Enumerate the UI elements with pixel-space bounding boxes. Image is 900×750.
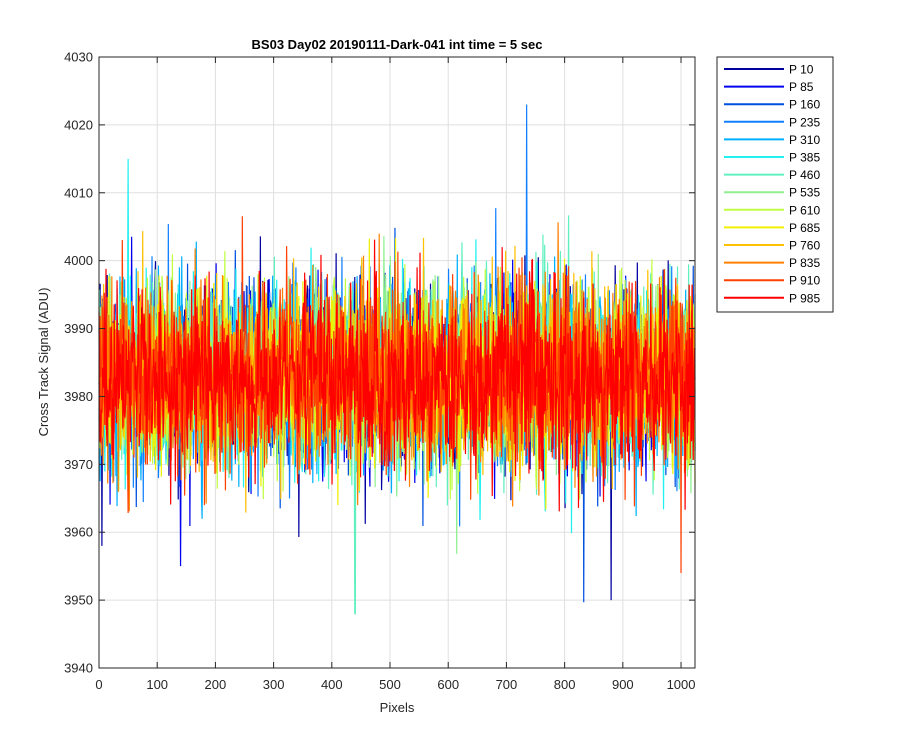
- legend-label: P 985: [789, 291, 820, 305]
- legend-label: P 85: [789, 80, 814, 94]
- legend-label: P 310: [789, 133, 820, 147]
- x-tick-label: 600: [437, 677, 459, 692]
- legend-label: P 160: [789, 98, 820, 112]
- legend-label: P 610: [789, 203, 820, 217]
- series-line-p-985: [98, 239, 696, 512]
- x-tick-label: 100: [146, 677, 168, 692]
- legend-label: P 835: [789, 256, 820, 270]
- x-tick-label: 300: [263, 677, 285, 692]
- x-tick-label: 700: [496, 677, 518, 692]
- y-tick-label: 4010: [64, 185, 93, 200]
- x-axis-ticks: 0 100 200 300 400 500 600 700 800 900 1000: [95, 57, 695, 692]
- y-tick-label: 3940: [64, 661, 93, 676]
- y-tick-label: 4020: [64, 117, 93, 132]
- legend-label: P 760: [789, 239, 820, 253]
- x-axis-label: Pixels: [380, 700, 415, 715]
- y-tick-label: 3970: [64, 457, 93, 472]
- y-tick-label: 3990: [64, 321, 93, 336]
- legend-label: P 535: [789, 186, 820, 200]
- y-tick-label: 3960: [64, 525, 93, 540]
- x-tick-label: 500: [379, 677, 401, 692]
- x-tick-label: 800: [554, 677, 576, 692]
- x-tick-label: 0: [95, 677, 102, 692]
- x-tick-label: 400: [321, 677, 343, 692]
- legend-box: [716, 56, 834, 313]
- y-axis-label: Cross Track Signal (ADU): [36, 288, 51, 437]
- legend-label: P 10: [789, 63, 814, 77]
- y-axis-ticks: 3940 3950 3960 3970 3980 3990 4000 4010 4020 4030: [64, 50, 695, 676]
- legend-label: P 685: [789, 221, 820, 235]
- chart-title: BS03 Day02 20190111-Dark-041 int time = …: [252, 37, 543, 52]
- y-tick-label: 3950: [64, 593, 93, 608]
- x-tick-label: 900: [612, 677, 634, 692]
- y-tick-label: 3980: [64, 389, 93, 404]
- legend-label: P 460: [789, 168, 820, 182]
- plot-frame: [98, 56, 696, 669]
- x-tick-label: 1000: [667, 677, 696, 692]
- x-tick-label: 200: [205, 677, 227, 692]
- legend: P 10 P 85 P 160 P 235 P 310 P 385 P 460 P 535 P …: [716, 56, 834, 313]
- y-tick-label: 4030: [64, 50, 93, 65]
- y-tick-label: 4000: [64, 253, 93, 268]
- legend-label: P 385: [789, 151, 820, 165]
- legend-label: P 235: [789, 115, 820, 129]
- legend-label: P 910: [789, 274, 820, 288]
- series-lines: [98, 104, 696, 615]
